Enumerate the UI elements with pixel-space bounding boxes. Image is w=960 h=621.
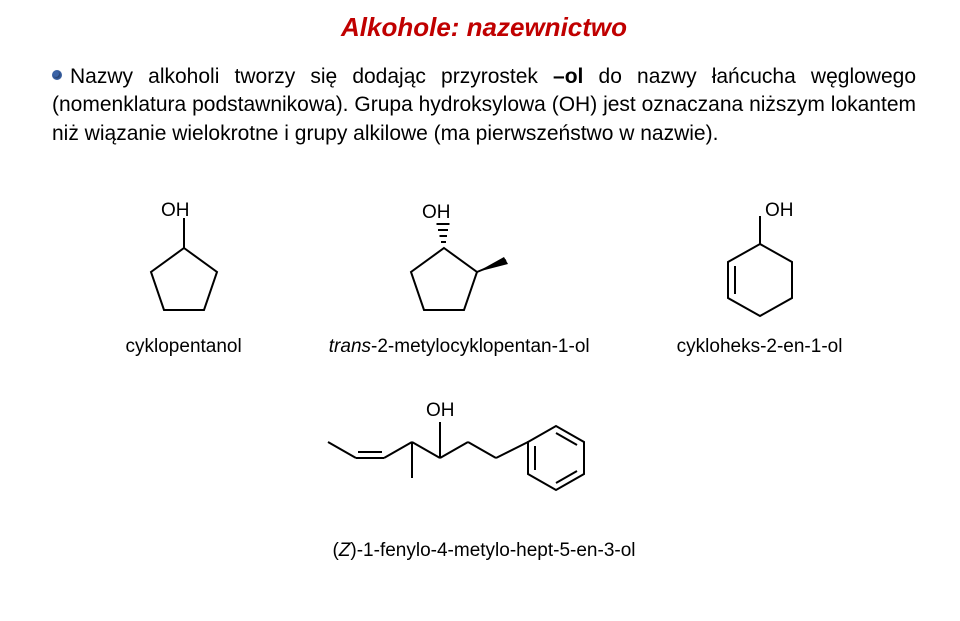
- label-trans-2-methylcyclopentan-1-ol: trans-2-metylocyklopentan-1-ol: [329, 336, 590, 358]
- oh-label-1: OH: [161, 202, 190, 221]
- label-z-1-fenylo: (Z)-1-fenylo-4-metylo-hept-5-en-3-ol: [332, 540, 635, 562]
- structure-trans-2-methylcyclopentan-1-ol: OH trans-2-metylocyklopentan-1-ol: [329, 202, 590, 358]
- oh-label-3: OH: [765, 202, 794, 221]
- structures-row-top: OH cyklopentanol OH: [52, 202, 916, 358]
- structure-z-1-fenylo: OH (Z)-1-fenylo-4-metylo-hept-5-en-3-ol: [52, 386, 916, 562]
- oh-label-4: OH: [426, 400, 455, 421]
- label-cyklopentanol: cyklopentanol: [126, 336, 242, 358]
- page-title: Alkohole: nazewnictwo: [52, 12, 916, 43]
- description-paragraph: Nazwy alkoholi tworzy się dodając przyro…: [52, 63, 916, 148]
- bullet-icon: [52, 70, 62, 80]
- label-prefix-trans: trans: [329, 336, 371, 357]
- paragraph-pre: Nazwy alkoholi tworzy się dodając przyro…: [70, 65, 553, 88]
- structure-cyclohex-2-en-1-ol: OH cykloheks-2-en-1-ol: [677, 202, 843, 358]
- suffix-ol: –ol: [553, 65, 583, 88]
- label-prefix-z: (Z): [332, 540, 356, 561]
- structure-cyklopentanol: OH cyklopentanol: [126, 202, 242, 358]
- label-cyclohex-2-en-1-ol: cykloheks-2-en-1-ol: [677, 336, 843, 358]
- label-rest-s4: -1-fenylo-4-metylo-hept-5-en-3-ol: [357, 540, 636, 561]
- label-rest-s2: -2-metylocyklopentan-1-ol: [371, 336, 590, 357]
- oh-label-2: OH: [422, 202, 451, 223]
